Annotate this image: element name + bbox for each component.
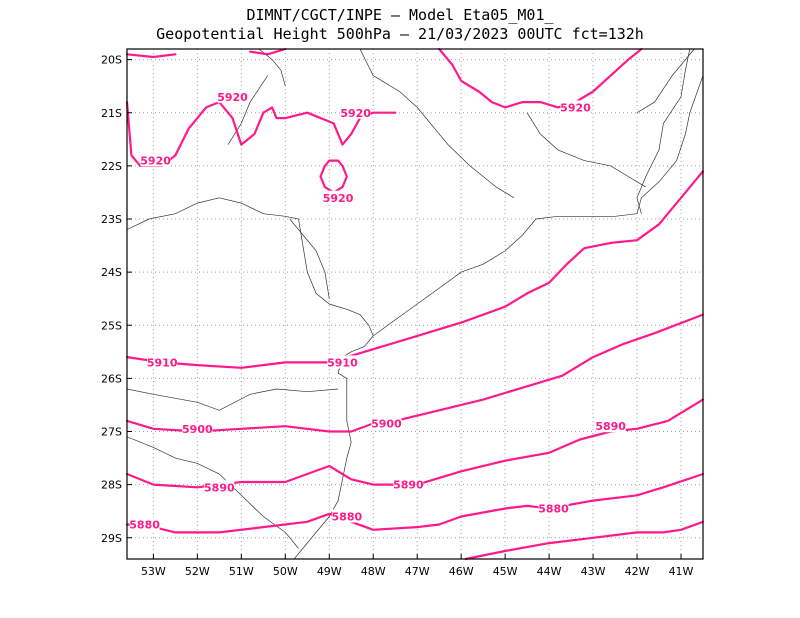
contour-5920	[438, 47, 643, 109]
contour-label-5900: 5900	[182, 423, 213, 436]
contour-label-bg	[340, 105, 371, 119]
contour-label-5920: 5920	[323, 192, 354, 205]
x-tick-label: 53W	[141, 565, 166, 578]
y-tick-label: 27S	[101, 426, 122, 439]
contour-label-5890: 5890	[393, 479, 424, 492]
contour-label-bg	[538, 501, 569, 515]
x-tick-label: 48W	[361, 565, 386, 578]
y-tick-label: 25S	[101, 319, 122, 332]
coastline-segment	[526, 112, 646, 188]
coastline-segment	[636, 48, 695, 113]
contour-5920	[249, 47, 287, 56]
contour-label-bg	[393, 477, 424, 491]
contour-label-bg	[147, 355, 178, 369]
contour-label-5890: 5890	[595, 420, 626, 433]
y-tick-label: 26S	[101, 372, 122, 385]
contour-5870	[464, 520, 705, 561]
contour-5880	[125, 472, 705, 534]
y-tick-label: 23S	[101, 213, 122, 226]
x-tick-label: 51W	[229, 565, 254, 578]
x-tick-label: 49W	[317, 565, 342, 578]
contour-label-5880: 5880	[129, 518, 160, 531]
contour-label-5900: 5900	[371, 418, 402, 431]
contour-label-5880: 5880	[332, 511, 363, 524]
contour-label-5920: 5920	[140, 155, 171, 168]
contour-label-bg	[595, 419, 626, 433]
contour-label-bg	[140, 153, 171, 167]
chart-title: DIMNT/CGCT/INPE — Model Eta05_M01_	[246, 6, 554, 24]
x-tick-label: 41W	[669, 565, 694, 578]
contour-label-bg	[182, 421, 213, 435]
x-tick-label: 44W	[537, 565, 562, 578]
coastline-segment	[372, 75, 704, 337]
contour-label-5910: 5910	[327, 356, 358, 369]
map-frame	[126, 48, 704, 560]
contour-labels: 5920 5920 5920 5920 5920 5910 5910 5900 5900 5890…	[129, 89, 626, 531]
contour-label-5920: 5920	[217, 91, 248, 104]
contour-label-5920: 5920	[560, 101, 591, 114]
latitude-ticks: 20S 21S 22S 23S 24S 25S 26S 27S 28S 29S	[101, 54, 132, 545]
chart-subtitle: Geopotential Height 500hPa — 21/03/2023 …	[156, 25, 644, 43]
x-tick-label: 43W	[581, 565, 606, 578]
coastline-segment	[126, 388, 339, 411]
y-tick-label: 21S	[101, 107, 122, 120]
contour-label-5890: 5890	[204, 481, 235, 494]
x-tick-label: 47W	[405, 565, 430, 578]
contour-5920	[125, 53, 177, 59]
y-tick-label: 20S	[101, 54, 122, 67]
x-tick-label: 52W	[185, 565, 210, 578]
contour-label-bg	[371, 416, 402, 430]
contour-5910	[125, 170, 705, 369]
contour-label-5910: 5910	[147, 356, 178, 369]
coastline-segment	[227, 75, 268, 145]
x-tick-label: 45W	[493, 565, 518, 578]
coastline-segment	[289, 218, 330, 299]
contour-label-bg	[560, 100, 591, 114]
contour-label-bg	[331, 509, 362, 523]
contour-label-5880: 5880	[538, 503, 569, 516]
y-tick-label: 24S	[101, 266, 122, 279]
contour-label-bg	[204, 480, 235, 494]
coastline-segment	[359, 48, 515, 199]
contour-label-bg	[323, 190, 354, 204]
contour-label-bg	[327, 355, 358, 369]
x-tick-label: 50W	[273, 565, 298, 578]
coastlines	[126, 48, 704, 560]
x-tick-label: 42W	[625, 565, 650, 578]
map-background	[127, 49, 703, 559]
coastline-segment	[636, 48, 691, 214]
x-tick-label: 46W	[449, 565, 474, 578]
y-tick-label: 22S	[101, 160, 122, 173]
y-tick-label: 29S	[101, 532, 122, 545]
contour-label-bg	[129, 517, 160, 531]
contour-label-bg	[217, 89, 248, 103]
longitude-ticks: 53W 52W 51W 50W 49W 48W 47W 46W 45W 44W 43W 42W 41W	[141, 554, 694, 578]
coastline-segment	[126, 197, 374, 337]
y-tick-label: 28S	[101, 479, 122, 492]
coastline-segment	[126, 436, 299, 549]
contour-label-5920: 5920	[340, 107, 371, 120]
contour-5920	[319, 159, 348, 194]
